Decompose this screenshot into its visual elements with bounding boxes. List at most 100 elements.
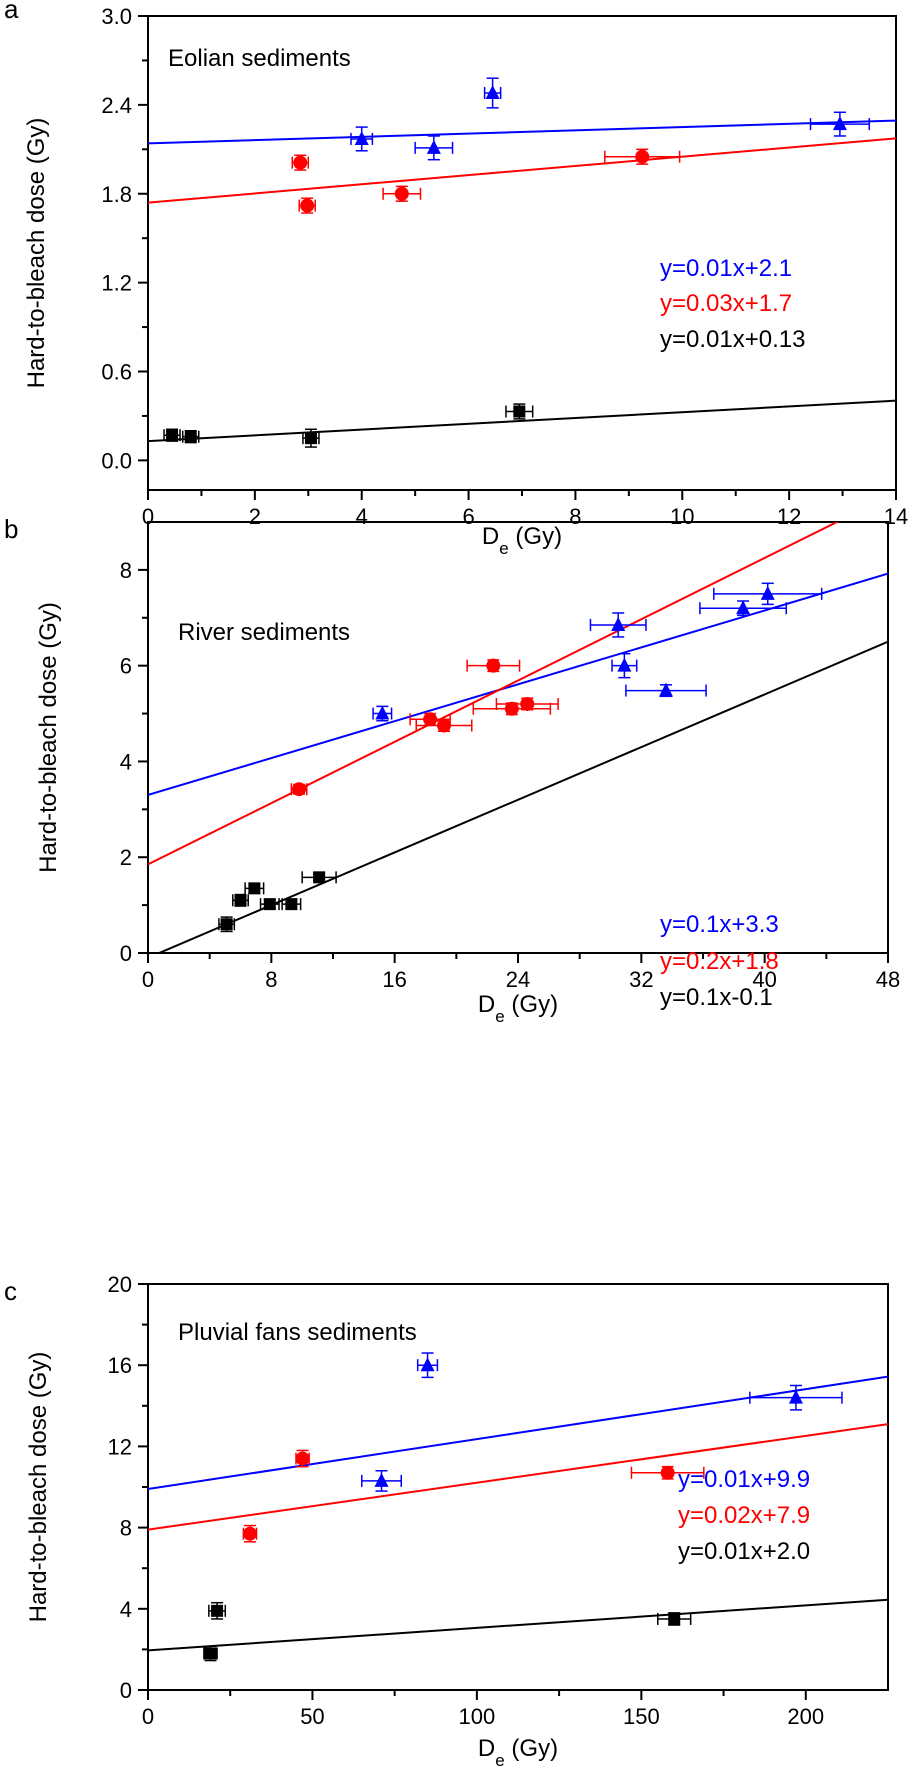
fit-equation: y=0.03x+1.7 <box>660 290 792 317</box>
fit-line <box>148 1375 888 1491</box>
x-tick-label: 6 <box>462 504 474 529</box>
fit-equation: y=0.1x+3.3 <box>660 911 779 938</box>
x-tick-label: 0 <box>142 967 154 992</box>
panel-letter: b <box>4 514 18 544</box>
fit-equation: y=0.01x+2.1 <box>660 255 792 282</box>
data-point-triangle <box>736 600 751 615</box>
x-tick-label: 4 <box>356 504 368 529</box>
data-point-circle <box>423 712 438 727</box>
data-point-square <box>285 898 298 911</box>
x-tick-label: 100 <box>459 1704 496 1729</box>
data-point-square <box>184 430 197 443</box>
y-tick-label: 0.6 <box>101 360 132 385</box>
data-point-circle <box>394 186 409 201</box>
fit-equation: y=0.1x-0.1 <box>660 984 773 1011</box>
y-tick-label: 0 <box>120 941 132 966</box>
y-tick-label: 3.0 <box>101 4 132 29</box>
y-tick-label: 4 <box>120 1597 132 1622</box>
x-axis-label-unit: (Gy) <box>505 991 558 1018</box>
x-axis-label-main: D <box>478 991 495 1018</box>
data-point-circle <box>486 658 501 673</box>
panel-letter: a <box>4 0 19 24</box>
x-tick-label: 8 <box>265 967 277 992</box>
x-axis-label-main: D <box>478 1735 495 1762</box>
x-tick-label: 40 <box>752 967 776 992</box>
data-point-circle <box>295 1451 310 1466</box>
x-axis-label: De (Gy) <box>482 523 562 558</box>
fit-line <box>148 137 896 204</box>
panel-a: 0 2 4 6 8 10 12 140.00.61.21.82.43.0De (Gy)Hard… <box>4 0 908 558</box>
fit-equation: y=0.01x+0.13 <box>660 326 805 353</box>
chart-title: Pluvial fans sediments <box>178 1319 417 1346</box>
data-point-triangle <box>611 616 626 631</box>
x-axis-label-sub: e <box>495 1007 504 1026</box>
y-tick-label: 20 <box>108 1272 132 1297</box>
x-axis-label: De (Gy) <box>478 991 558 1026</box>
fit-line <box>148 1423 888 1531</box>
y-tick-label: 4 <box>120 749 132 774</box>
fit-line <box>148 1598 888 1652</box>
y-axis-label: Hard-to-bleach dose (Gy) <box>23 118 50 389</box>
data-point-square <box>263 898 276 911</box>
y-tick-label: 2 <box>120 845 132 870</box>
data-point-triangle <box>659 682 673 697</box>
y-axis-label: Hard-to-bleach dose (Gy) <box>25 1352 52 1623</box>
data-point-triangle <box>617 657 632 672</box>
data-point-circle <box>660 1465 675 1480</box>
data-point-square <box>313 871 326 884</box>
data-point-square <box>211 1604 224 1617</box>
y-tick-label: 16 <box>108 1353 132 1378</box>
fit-line <box>148 399 896 443</box>
panel-c: 0 50 100 150 200 0 4 8 12 16 20 De (Gy) Hard-to-blea… <box>4 1272 889 1770</box>
y-tick-label: 1.8 <box>101 182 132 207</box>
data-point-square <box>513 405 526 418</box>
data-point-circle <box>293 155 308 170</box>
x-axis-label-sub: e <box>499 539 508 558</box>
data-point-circle <box>292 782 307 797</box>
panel-letter: c <box>4 1276 17 1306</box>
data-point-square <box>204 1647 217 1660</box>
data-point-triangle <box>354 130 369 145</box>
fit-equation: y=0.2x+1.8 <box>660 948 779 975</box>
data-point-triangle <box>485 85 500 100</box>
data-point-square <box>248 882 261 895</box>
fit-line <box>148 522 840 866</box>
chart-title: River sediments <box>178 619 350 646</box>
data-point-triangle <box>426 139 441 154</box>
x-axis-label-main: D <box>482 523 499 550</box>
y-tick-label: 0.0 <box>101 448 132 473</box>
x-tick-label: 8 <box>569 504 581 529</box>
data-point-circle <box>300 198 315 213</box>
data-point-circle <box>504 701 519 716</box>
x-tick-label: 48 <box>876 967 900 992</box>
data-point-circle <box>520 696 535 711</box>
error-bars <box>361 1470 402 1492</box>
x-tick-label: 0 <box>142 1704 154 1729</box>
data-point-triangle <box>760 585 775 600</box>
x-tick-label: 32 <box>629 967 653 992</box>
y-tick-label: 0 <box>120 1678 132 1703</box>
data-point-triangle <box>375 705 390 720</box>
y-tick-label: 12 <box>108 1434 132 1459</box>
x-axis-label-sub: e <box>495 1751 504 1770</box>
x-tick-label: 24 <box>506 967 530 992</box>
y-tick-label: 8 <box>120 558 132 583</box>
data-point-square <box>234 894 247 907</box>
chart-title: Eolian sediments <box>168 45 351 72</box>
fit-equation: y=0.02x+7.9 <box>678 1502 810 1529</box>
x-tick-label: 150 <box>623 1704 660 1729</box>
data-point-square <box>304 432 317 445</box>
x-tick-label: 200 <box>787 1704 824 1729</box>
fit-line <box>148 119 896 145</box>
y-tick-label: 6 <box>120 654 132 679</box>
data-point-circle <box>635 149 650 164</box>
y-tick-label: 2.4 <box>101 93 132 118</box>
fit-line <box>148 572 888 796</box>
data-point-square <box>220 918 233 931</box>
y-tick-label: 8 <box>120 1516 132 1541</box>
data-point-circle <box>437 718 451 733</box>
data-point-square <box>166 429 179 442</box>
x-tick-label: 2 <box>249 504 261 529</box>
